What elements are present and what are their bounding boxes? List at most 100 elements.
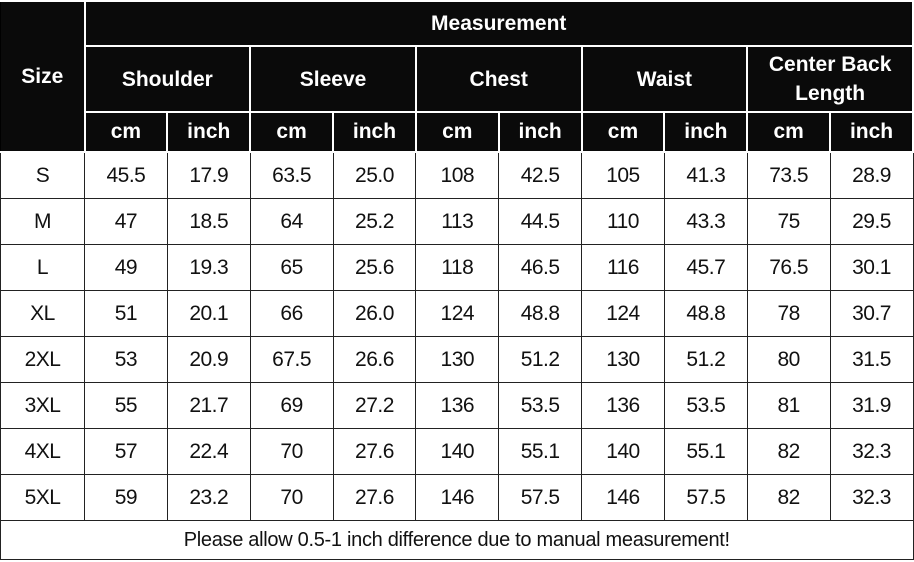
value-cell: 57 [84, 428, 168, 475]
value-cell: 25.2 [332, 198, 417, 245]
unit-header-center-back-length-inch: inch [829, 111, 914, 153]
value-cell: 31.5 [829, 336, 914, 383]
value-cell: 32.3 [829, 428, 914, 475]
value-cell: 70 [249, 474, 334, 521]
value-cell: 26.0 [332, 290, 417, 337]
group-header-shoulder: Shoulder [83, 45, 252, 113]
value-cell: 48.8 [498, 290, 583, 337]
value-cell: 29.5 [829, 198, 914, 245]
value-cell: 113 [415, 198, 500, 245]
value-cell: 136 [415, 382, 500, 429]
table-row: 5XL 59 23.2 70 27.6 146 57.5 146 57.5 82 32.3 [0, 474, 914, 521]
size-cell: S [0, 151, 85, 199]
value-cell: 20.9 [166, 336, 251, 383]
unit-header-waist-inch: inch [663, 111, 749, 153]
unit-header-shoulder-cm: cm [83, 111, 169, 153]
value-cell: 75 [746, 198, 831, 245]
size-header: Size [0, 0, 86, 153]
value-cell: 53.5 [663, 382, 748, 429]
value-cell: 53 [84, 336, 168, 383]
value-cell: 25.6 [332, 244, 417, 291]
unit-header-chest-inch: inch [497, 111, 583, 153]
value-cell: 31.9 [829, 382, 914, 429]
value-cell: 19.3 [166, 244, 251, 291]
size-cell: L [0, 244, 85, 291]
group-header-sleeve: Sleeve [249, 45, 417, 113]
value-cell: 46.5 [498, 244, 583, 291]
value-cell: 130 [581, 336, 665, 383]
value-cell: 18.5 [166, 198, 251, 245]
value-cell: 76.5 [746, 244, 831, 291]
value-cell: 45.7 [663, 244, 748, 291]
size-cell: M [0, 198, 85, 245]
value-cell: 63.5 [249, 151, 334, 199]
value-cell: 48.8 [663, 290, 748, 337]
group-header-center-back-length: Center Back Length [746, 45, 914, 113]
value-cell: 21.7 [166, 382, 251, 429]
table-row: XL 51 20.1 66 26.0 124 48.8 124 48.8 78 30.7 [0, 290, 914, 337]
value-cell: 64 [249, 198, 334, 245]
table-row: 3XL 55 21.7 69 27.2 136 53.5 136 53.5 81 31.9 [0, 382, 914, 429]
value-cell: 105 [581, 151, 665, 199]
value-cell: 80 [746, 336, 831, 383]
size-cell: XL [0, 290, 85, 337]
value-cell: 44.5 [498, 198, 583, 245]
value-cell: 118 [415, 244, 500, 291]
value-cell: 17.9 [166, 151, 251, 199]
value-cell: 22.4 [166, 428, 251, 475]
unit-header-chest-cm: cm [414, 111, 500, 153]
unit-header-center-back-length-cm: cm [746, 111, 832, 153]
value-cell: 57.5 [498, 474, 583, 521]
value-cell: 116 [581, 244, 665, 291]
value-cell: 47 [84, 198, 168, 245]
value-cell: 43.3 [663, 198, 748, 245]
table-row: L 49 19.3 65 25.6 118 46.5 116 45.7 76.5 30.1 [0, 244, 914, 291]
table-row: S 45.5 17.9 63.5 25.0 108 42.5 105 41.3 73.5 28.9 [0, 151, 914, 199]
value-cell: 55.1 [498, 428, 583, 475]
value-cell: 53.5 [498, 382, 583, 429]
value-cell: 82 [746, 428, 831, 475]
value-cell: 23.2 [166, 474, 251, 521]
value-cell: 26.6 [332, 336, 417, 383]
value-cell: 146 [415, 474, 500, 521]
value-cell: 66 [249, 290, 334, 337]
value-cell: 27.6 [332, 474, 417, 521]
unit-header-shoulder-inch: inch [166, 111, 252, 153]
value-cell: 49 [84, 244, 168, 291]
footer-note: Please allow 0.5-1 inch difference due t… [0, 520, 914, 560]
value-cell: 27.2 [332, 382, 417, 429]
value-cell: 51 [84, 290, 168, 337]
table-row: M 47 18.5 64 25.2 113 44.5 110 43.3 75 29.5 [0, 198, 914, 245]
value-cell: 55 [84, 382, 168, 429]
group-header-waist: Waist [580, 45, 749, 113]
value-cell: 30.1 [829, 244, 914, 291]
value-cell: 78 [746, 290, 831, 337]
table-row: 2XL 53 20.9 67.5 26.6 130 51.2 130 51.2 80 31.5 [0, 336, 914, 383]
group-header-chest: Chest [414, 45, 583, 113]
value-cell: 51.2 [663, 336, 748, 383]
value-cell: 65 [249, 244, 334, 291]
unit-header-sleeve-inch: inch [332, 111, 417, 153]
value-cell: 51.2 [498, 336, 583, 383]
value-cell: 110 [581, 198, 665, 245]
value-cell: 73.5 [746, 151, 831, 199]
size-cell: 5XL [0, 474, 85, 521]
value-cell: 59 [84, 474, 168, 521]
value-cell: 32.3 [829, 474, 914, 521]
unit-header-sleeve-cm: cm [249, 111, 335, 153]
value-cell: 42.5 [498, 151, 583, 199]
value-cell: 81 [746, 382, 831, 429]
value-cell: 45.5 [84, 151, 168, 199]
value-cell: 124 [581, 290, 665, 337]
table-row: 4XL 57 22.4 70 27.6 140 55.1 140 55.1 82 32.3 [0, 428, 914, 475]
value-cell: 30.7 [829, 290, 914, 337]
value-cell: 136 [581, 382, 665, 429]
value-cell: 27.6 [332, 428, 417, 475]
measurement-header: Measurement [83, 0, 914, 47]
value-cell: 140 [581, 428, 665, 475]
value-cell: 69 [249, 382, 334, 429]
value-cell: 108 [415, 151, 500, 199]
size-cell: 3XL [0, 382, 85, 429]
value-cell: 124 [415, 290, 500, 337]
value-cell: 67.5 [249, 336, 334, 383]
